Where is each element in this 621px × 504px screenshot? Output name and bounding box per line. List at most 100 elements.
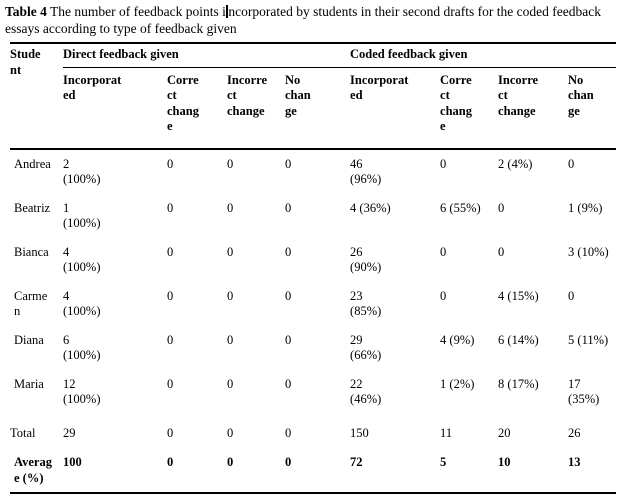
cell: 150 [350,425,369,440]
column-header-student: Student [10,47,41,77]
table-body: Andrea 2 (100%) 0 0 0 46 (96%) 0 2 (4%) … [10,149,616,494]
table-row-andrea: Andrea 2 (100%) 0 0 0 46 (96%) 0 2 (4%) … [10,149,616,194]
cell: 0 [167,376,174,391]
column-header-direct-correct-change: Correct change [167,72,199,134]
cell: 1 (100%) [63,200,101,231]
cell: 0 [440,244,447,259]
table-row-total: Total 29 0 0 0 150 11 20 26 [10,414,616,450]
cell: 26 (90%) [350,244,382,275]
cell: 46 (96%) [350,156,382,187]
cell-student: Diana [14,332,44,347]
cell: 4 (15%) [498,288,539,303]
table-header-group-row: Student Direct feedback given Coded feed… [10,43,617,77]
cell: 0 [285,156,292,171]
cell-student: Andrea [14,156,51,171]
cell: 0 [498,200,505,215]
cell: 0 [498,244,505,259]
cell: 5 (11%) [568,332,609,347]
cell: 0 [285,200,292,215]
cell: 4 (9%) [440,332,475,347]
cell: 1 (2%) [440,376,475,391]
cell: 22 (46%) [350,376,382,407]
cell: 0 [227,376,234,391]
cell: 20 [498,425,511,440]
cell-student: Total [10,425,36,440]
cell: 17 (35%) [568,376,600,407]
caption-text-before-cursor: The number of feedback points i [46,4,226,19]
cell: 4 (100%) [63,288,101,319]
cell: 0 [167,332,174,347]
cell: 0 [285,425,292,440]
cell: 6 (55%) [440,200,481,215]
caption-text-after-cursor: ncorporated by students in their second … [5,4,601,36]
group-header-coded: Coded feedback given [350,43,617,68]
cell: 0 [285,376,292,391]
column-header-direct-no-change: No change [285,72,311,118]
cell: 0 [440,288,447,303]
cell: 2 (4%) [498,156,533,171]
cell: 72 [350,455,363,469]
cell: 0 [227,455,234,469]
cell: 0 [167,200,174,215]
cell: 0 [167,455,174,469]
group-header-direct: Direct feedback given [63,43,351,68]
cell: 0 [285,244,292,259]
cell: 11 [440,425,453,440]
cell-student: Beatriz [14,200,51,215]
cell: 0 [285,455,292,469]
column-header-coded-no-change: No change [568,72,594,118]
cell: 0 [227,156,234,171]
cell-student: Bianca [14,244,49,259]
cell: 0 [227,244,234,259]
table-header: Student Direct feedback given Coded feed… [10,43,617,149]
table-row-diana: Diana 6 (100%) 0 0 0 29 (66%) 4 (9%) 6 (… [10,326,616,370]
cell: 0 [227,200,234,215]
cell: 1 (9%) [568,200,603,215]
cell: 0 [167,244,174,259]
table-row-maria: Maria 12 (100%) 0 0 0 22 (46%) 1 (2%) 8 … [10,370,616,414]
column-header-coded-incorrect-change: Incorrect change [498,72,539,118]
cell: 0 [227,332,234,347]
cell: 0 [285,332,292,347]
column-header-direct-incorporated: Incorporated [63,72,122,103]
table-header-sub-row: Incorporated Correct change Incorrect ch… [10,67,616,149]
column-header-direct-incorrect-change: Incorrect change [227,72,268,118]
cell: 0 [227,425,234,440]
cell-student: Average (%) [14,455,52,485]
cell: 100 [63,455,82,469]
cell: 23 (85%) [350,288,382,319]
cell: 0 [167,288,174,303]
cell: 0 [167,425,174,440]
table-row-average: Average (%) 100 0 0 0 72 5 10 13 [10,449,616,493]
cell-student: Carmen [14,288,48,319]
cell: 29 [63,425,76,440]
cell: 0 [285,288,292,303]
cell: 5 [440,455,447,469]
cell: 2 (100%) [63,156,101,187]
cell: 0 [568,288,575,303]
text-cursor [226,5,228,18]
cell-student: Maria [14,376,44,391]
cell: 0 [440,156,447,171]
cell: 0 [167,156,174,171]
column-header-coded-correct-change: Correct change [440,72,472,134]
cell: 12 (100%) [63,376,101,407]
cell: 6 (100%) [63,332,101,363]
cell: 4 (100%) [63,244,101,275]
table-row-carmen: Carmen 4 (100%) 0 0 0 23 (85%) 0 4 (15%)… [10,282,616,326]
cell: 0 [227,288,234,303]
cell: 0 [568,156,575,171]
caption-label: Table 4 [5,4,47,19]
cell: 26 [568,425,581,440]
feedback-table: Student Direct feedback given Coded feed… [10,42,617,494]
table-row-bianca: Bianca 4 (100%) 0 0 0 26 (90%) 0 0 3 (10… [10,238,616,282]
cell: 29 (66%) [350,332,382,363]
cell: 8 (17%) [498,376,539,391]
cell: 10 [498,455,511,469]
cell: 4 (36%) [350,200,391,215]
column-header-coded-incorporated: Incorporated [350,72,409,103]
table-row-beatriz: Beatriz 1 (100%) 0 0 0 4 (36%) 6 (55%) 0… [10,194,616,238]
cell: 6 (14%) [498,332,539,347]
